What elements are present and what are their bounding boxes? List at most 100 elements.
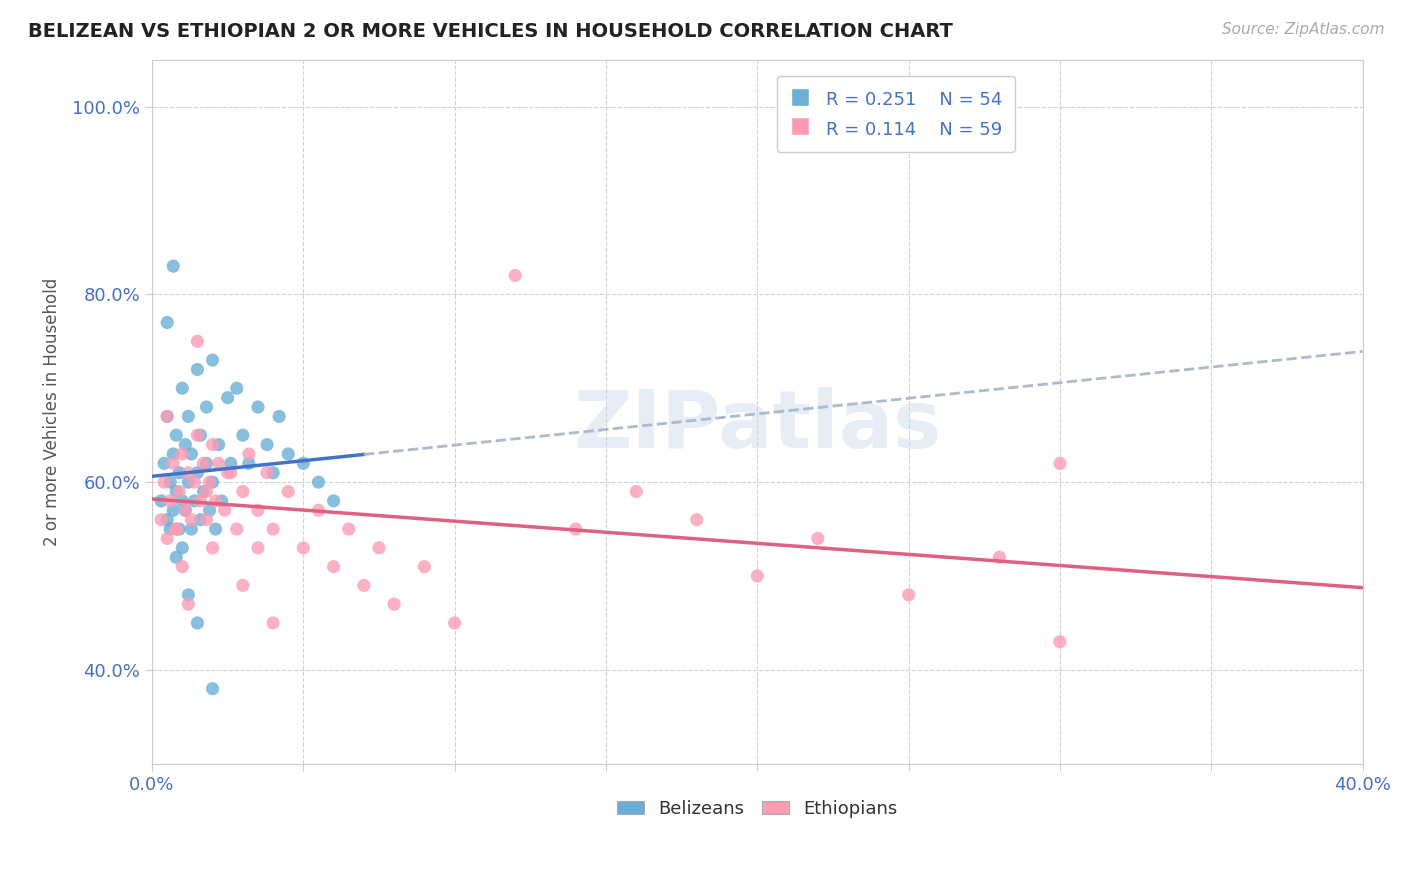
Point: [177, 409, 200, 424]
Point: [159, 475, 181, 490]
Point: [262, 522, 284, 536]
Point: [172, 381, 194, 395]
Point: [172, 559, 194, 574]
Point: [172, 447, 194, 461]
Text: Source: ZipAtlas.com: Source: ZipAtlas.com: [1222, 22, 1385, 37]
Point: [256, 466, 278, 480]
Point: [186, 428, 208, 442]
Point: [162, 456, 184, 470]
Point: [169, 466, 191, 480]
Point: [277, 484, 299, 499]
Point: [198, 503, 221, 517]
Point: [382, 597, 405, 611]
Point: [214, 503, 236, 517]
Text: ZIPatlas: ZIPatlas: [574, 387, 942, 465]
Point: [186, 466, 208, 480]
Point: [174, 503, 197, 517]
Point: [201, 475, 224, 490]
Point: [183, 475, 205, 490]
Point: [292, 456, 315, 470]
Point: [217, 391, 239, 405]
Point: [225, 381, 247, 395]
Y-axis label: 2 or more Vehicles in Household: 2 or more Vehicles in Household: [44, 277, 60, 546]
Point: [174, 437, 197, 451]
Point: [156, 409, 179, 424]
Point: [186, 334, 208, 349]
Point: [190, 428, 212, 442]
Point: [807, 532, 830, 546]
Point: [150, 494, 173, 508]
Point: [219, 456, 242, 470]
Point: [368, 541, 391, 555]
Point: [232, 484, 254, 499]
Point: [308, 475, 330, 490]
Point: [172, 494, 194, 508]
Point: [177, 466, 200, 480]
Point: [150, 513, 173, 527]
Point: [165, 522, 187, 536]
Point: [193, 484, 215, 499]
Point: [238, 456, 260, 470]
Point: [211, 494, 233, 508]
Point: [238, 447, 260, 461]
Point: [198, 475, 221, 490]
Point: [207, 456, 229, 470]
Point: [180, 513, 202, 527]
Point: [162, 503, 184, 517]
Point: [190, 513, 212, 527]
Point: [193, 456, 215, 470]
Text: BELIZEAN VS ETHIOPIAN 2 OR MORE VEHICLES IN HOUSEHOLD CORRELATION CHART: BELIZEAN VS ETHIOPIAN 2 OR MORE VEHICLES…: [28, 22, 953, 41]
Point: [177, 475, 200, 490]
Point: [195, 456, 218, 470]
Legend: Belizeans, Ethiopians: Belizeans, Ethiopians: [609, 793, 905, 825]
Point: [232, 578, 254, 592]
Point: [747, 569, 769, 583]
Point: [308, 503, 330, 517]
Point: [159, 522, 181, 536]
Point: [1049, 456, 1071, 470]
Point: [165, 428, 187, 442]
Point: [156, 532, 179, 546]
Point: [162, 447, 184, 461]
Point: [201, 437, 224, 451]
Point: [195, 484, 218, 499]
Point: [174, 503, 197, 517]
Point: [262, 615, 284, 630]
Point: [156, 513, 179, 527]
Point: [277, 447, 299, 461]
Point: [988, 550, 1011, 565]
Point: [177, 597, 200, 611]
Point: [169, 484, 191, 499]
Point: [201, 353, 224, 368]
Point: [626, 484, 648, 499]
Point: [177, 588, 200, 602]
Point: [225, 522, 247, 536]
Point: [162, 259, 184, 273]
Point: [897, 588, 920, 602]
Point: [190, 494, 212, 508]
Point: [195, 513, 218, 527]
Point: [207, 437, 229, 451]
Point: [169, 522, 191, 536]
Point: [165, 522, 187, 536]
Point: [186, 615, 208, 630]
Point: [246, 541, 269, 555]
Point: [201, 541, 224, 555]
Point: [204, 494, 226, 508]
Point: [219, 466, 242, 480]
Point: [443, 615, 465, 630]
Point: [186, 362, 208, 376]
Point: [172, 541, 194, 555]
Point: [165, 550, 187, 565]
Point: [246, 503, 269, 517]
Point: [180, 522, 202, 536]
Point: [503, 268, 526, 283]
Point: [246, 400, 269, 414]
Point: [269, 409, 291, 424]
Point: [183, 494, 205, 508]
Point: [337, 522, 360, 536]
Point: [686, 513, 709, 527]
Point: [413, 559, 436, 574]
Point: [159, 494, 181, 508]
Point: [292, 541, 315, 555]
